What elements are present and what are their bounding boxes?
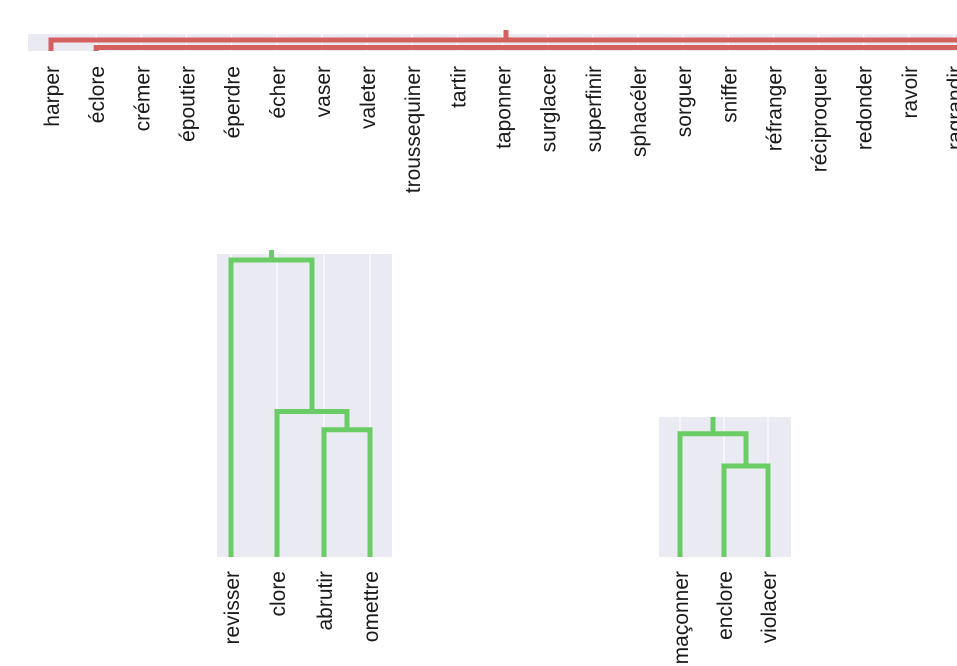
leaf-label: sphacéler: [628, 66, 651, 157]
leaf-label: abrutir: [314, 571, 337, 631]
dendrogram-links: [48, 30, 957, 51]
leaf-label: ragrandir: [944, 66, 957, 150]
plot-background: [217, 254, 392, 557]
leaf-labels: maçonner enclore violacer: [670, 571, 781, 664]
leaf-label: réfranger: [763, 66, 786, 151]
leaf-label: sorguer: [673, 66, 696, 137]
dendrogram-panel-green-2: maçonner enclore violacer: [659, 417, 791, 664]
leaf-label: époutier: [176, 66, 199, 142]
leaf-labels: harper éclore crémer époutier éperdre écher va…: [41, 66, 957, 193]
leaf-label: superfinir: [583, 66, 606, 152]
leaf-label: taponner: [493, 66, 516, 149]
leaf-label: tartir: [447, 66, 470, 108]
leaf-label: sniffer: [718, 66, 741, 123]
leaf-label: crémer: [131, 66, 154, 131]
leaf-label: réciproquer: [809, 66, 832, 172]
leaf-labels: revisser clore abrutir omettre: [221, 571, 383, 645]
leaf-label: surglacer: [538, 66, 561, 152]
leaf-label: éperdre: [222, 66, 245, 138]
leaf-label: troussequiner: [402, 66, 425, 193]
leaf-label: ravoir: [899, 66, 922, 119]
dendrogram-panel-red: harper éclore crémer époutier éperdre écher va…: [28, 30, 957, 193]
dendrogram-links: [677, 417, 771, 557]
dendrogram-link: [93, 45, 957, 51]
leaf-label: revisser: [221, 571, 244, 645]
leaf-label: écher: [267, 66, 290, 119]
leaf-label: maçonner: [670, 571, 693, 664]
dendrogram-links: [228, 250, 373, 557]
dendrogram-panel-green-1: revisser clore abrutir omettre: [217, 250, 392, 645]
leaf-label: redonder: [854, 66, 877, 150]
leaf-label: éclore: [86, 66, 109, 123]
leaf-label: violacer: [758, 571, 781, 643]
leaf-label: harper: [41, 66, 64, 127]
dendrogram-link: [48, 37, 957, 51]
leaf-label: vaser: [312, 66, 335, 117]
leaf-label: valeter: [357, 66, 380, 129]
leaf-label: omettre: [360, 571, 383, 642]
leaf-label: clore: [267, 571, 290, 617]
leaf-label: enclore: [714, 571, 737, 640]
